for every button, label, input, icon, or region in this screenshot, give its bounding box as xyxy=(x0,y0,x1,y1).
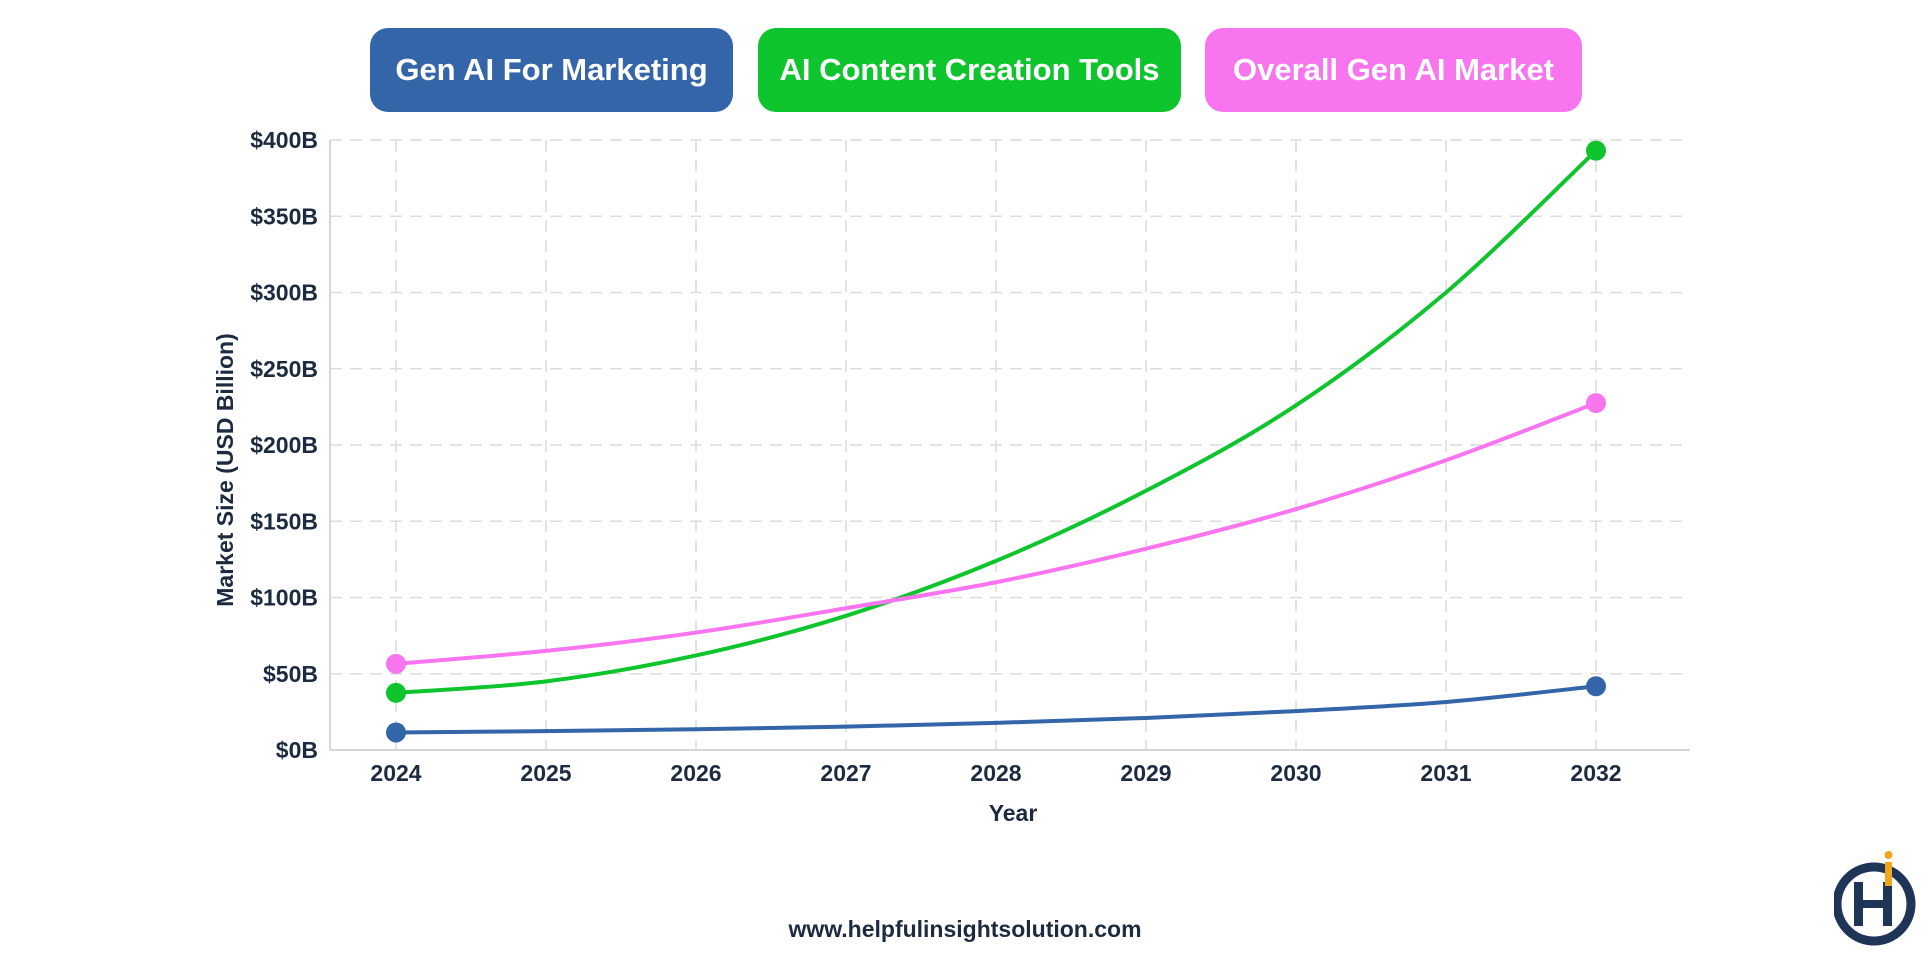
y-axis-label: Market Size (USD Billion) xyxy=(212,333,238,606)
series-1-point xyxy=(1586,140,1606,161)
axes: $0B $50B $100B $150B $200B $250B $300B $350B $40… xyxy=(250,127,1690,786)
footer-url[interactable]: www.helpfulinsightsolution.com xyxy=(788,916,1142,942)
legend-gen-ai-marketing[interactable]: Gen AI For Marketing xyxy=(370,28,733,112)
x-tick-label: 2028 xyxy=(970,760,1021,786)
company-logo-icon xyxy=(1834,851,1916,946)
x-axis-label: Year xyxy=(989,800,1038,826)
y-tick-label: $300B xyxy=(250,280,318,306)
y-tick-label: $350B xyxy=(250,203,318,229)
y-tick-label: $400B xyxy=(250,127,318,153)
x-tick-label: 2024 xyxy=(370,760,421,786)
x-tick-label: 2027 xyxy=(820,760,871,786)
series-line-2 xyxy=(394,401,1598,666)
series-2-point xyxy=(386,653,406,674)
legend-ai-content-creation-tools[interactable]: AI Content Creation Tools xyxy=(758,28,1181,112)
series-0-point xyxy=(386,722,406,743)
series-2-point xyxy=(1586,393,1606,414)
y-tick-label: $200B xyxy=(250,432,318,458)
legend-overall-gen-ai-market[interactable]: Overall Gen AI Market xyxy=(1205,28,1582,112)
series-0-point xyxy=(1586,676,1606,697)
series-line-0 xyxy=(394,684,1598,735)
grid xyxy=(330,139,1690,750)
x-tick-label: 2026 xyxy=(670,760,721,786)
x-tick-label: 2030 xyxy=(1270,760,1321,786)
x-tick-label: 2025 xyxy=(520,760,571,786)
series-1-point xyxy=(386,682,406,703)
x-tick-label: 2031 xyxy=(1420,760,1471,786)
y-tick-label: $100B xyxy=(250,585,318,611)
y-tick-label: $0B xyxy=(276,737,318,763)
y-tick-label: $50B xyxy=(263,661,318,687)
y-tick-label: $150B xyxy=(250,508,318,534)
series-line-1 xyxy=(394,148,1598,695)
x-tick-label: 2032 xyxy=(1570,760,1621,786)
series-lines xyxy=(386,140,1606,743)
y-tick-label: $250B xyxy=(250,356,318,382)
x-tick-label: 2029 xyxy=(1120,760,1171,786)
